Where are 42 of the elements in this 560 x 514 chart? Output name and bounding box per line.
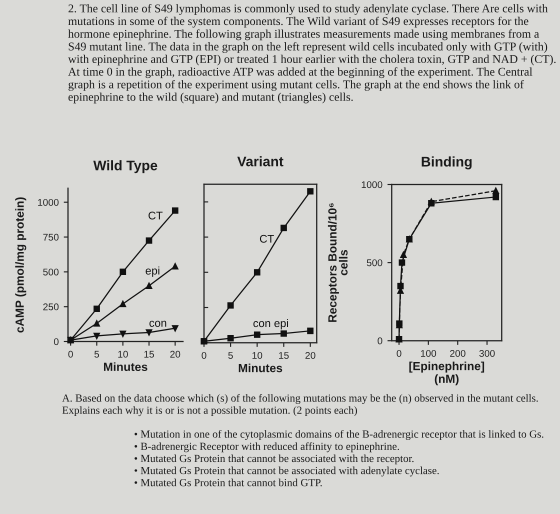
chart-title: Binding <box>422 156 472 170</box>
x-tick-label: 20 <box>170 350 180 358</box>
x-tick-label: 0 <box>68 350 73 358</box>
series-label: con <box>149 320 166 327</box>
chart-title: Variant <box>237 156 284 166</box>
y-axis-title: Receptors Bound/10⁶ cells <box>328 203 348 322</box>
text: • Mutated Gs Protein that cannot be associated with the receptor. <box>134 454 414 464</box>
x-tick-label: 15 <box>144 350 154 358</box>
x-tick-label: 5 <box>228 352 233 359</box>
text: • Mutated Gs Protein that cannot be associated with adenylate cyclase. <box>134 466 439 476</box>
x-tick-label: 200 <box>450 350 466 357</box>
x-tick-label: 20 <box>305 352 316 359</box>
series-label: CT <box>148 212 163 220</box>
x-tick-label: 0 <box>202 352 206 359</box>
chart-title: Wild Type <box>93 160 158 174</box>
x-axis-title: [Epinephrine] (nM) <box>409 362 484 386</box>
x-tick-label: 300 <box>479 350 495 357</box>
series-label: epi <box>146 266 160 277</box>
x-tick-label: 100 <box>421 350 436 357</box>
text: • Mutated Gs Protein that cannot bind GTP. <box>134 478 322 486</box>
y-axis-title: cAMP (pmol/mg protein) <box>15 197 26 333</box>
y-tick-label: 1000 <box>362 181 382 188</box>
text: A. Based on the data choose which (s) of the following mutations may be the (n) observed in the mutant cells. Explains each why it is or is not a possible mutation. (2 points each) <box>62 394 538 416</box>
text: • B-adrenergic Receptor with reduced affinity to epinephrine. <box>134 442 399 452</box>
x-tick-label: 5 <box>94 350 100 358</box>
series-label: CT <box>260 234 274 243</box>
y-tick-label: 500 <box>43 268 59 276</box>
x-tick-label: 10 <box>118 350 128 358</box>
x-axis-title: Minutes <box>104 362 148 372</box>
x-axis-title: Minutes <box>238 364 282 372</box>
y-tick-label: 1000 <box>38 198 59 206</box>
series-label: con epi <box>253 318 288 330</box>
text: • Mutation in one of the cytoplasmic domains of the B-adrenergic receptor that is linked to Gs. <box>134 430 544 440</box>
y-tick-label: 0 <box>54 338 59 346</box>
text: 2. The cell line of S49 lymphomas is commonly used to study adenylate cyclase. There Are cells with mutations in some of the system components. The Wild variant of S49 expresses receptors for the hormone epinephrine. The following graph illustrates measurements made using membranes from a S49 mutant line. The data in the graph on the left represent wild cells incubated only with GTP (with) with epinephrine and GTP (EPI) or treated 1 hour earlier with the cholera toxin, GTP and NAD + (CT). At time 0 in the graph, radioactive ATP was added at the beginning of the experiment. The Central graph is a repetition of the experiment using mutant cells. The graph at the end shows the link of epinephrine to the wild (square) and mutant (triangles) cells. <box>68 4 556 104</box>
x-tick-label: 10 <box>252 352 262 359</box>
x-tick-label: 15 <box>279 352 289 359</box>
x-tick-label: 0 <box>396 350 402 357</box>
y-tick-label: 0 <box>378 337 382 344</box>
y-tick-label: 250 <box>43 303 59 310</box>
y-tick-label: 750 <box>43 234 59 241</box>
y-tick-label: 500 <box>366 259 382 266</box>
